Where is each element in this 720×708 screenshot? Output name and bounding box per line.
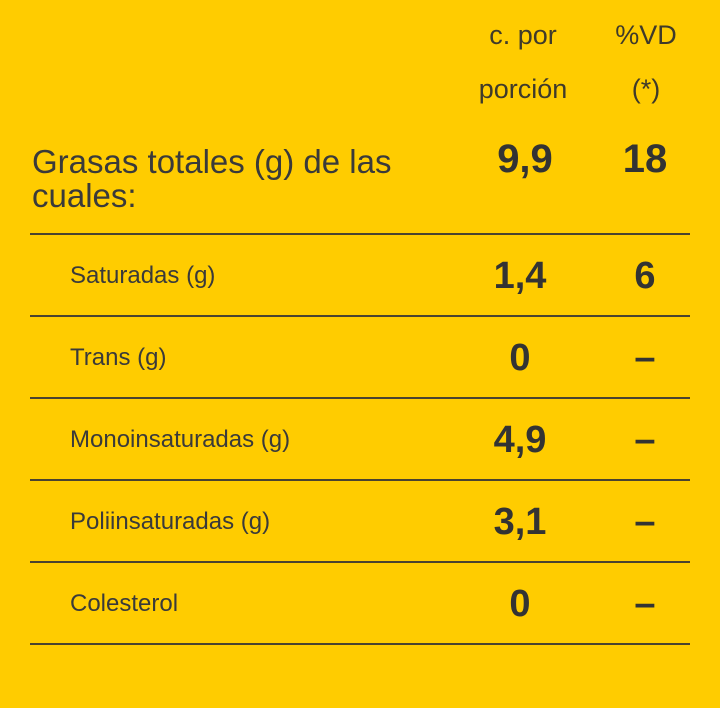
row-label: Colesterol [70,590,179,617]
row-value: 1,4 [493,255,547,297]
row-daily-value: – [634,583,656,625]
row-label: Trans (g) [70,344,167,371]
divider [30,479,690,481]
row-daily-value: – [634,501,656,543]
table-row: Colesterol 0 – [0,564,720,644]
table-row: Monoinsaturadas (g) 4,9 – [0,400,720,480]
row-label: Poliinsaturadas (g) [70,508,271,535]
total-fat-label-line2: cuales: [32,177,137,214]
table-row: Trans (g) 0 – [0,318,720,398]
divider [30,643,690,645]
total-fat-daily-value: 18 [622,137,668,181]
header-per-serving-line2: porción [478,74,568,104]
row-value: 4,9 [493,419,547,461]
row-daily-value: – [634,337,656,379]
row-value: 0 [509,583,531,625]
header-daily-value: %VD (*) [598,8,694,116]
row-value: 3,1 [493,501,547,543]
total-fat-value: 9,9 [497,137,553,181]
row-label: Saturadas (g) [70,262,216,289]
row-daily-value: 6 [634,255,656,297]
table-row: Saturadas (g) 1,4 6 [0,236,720,316]
header-per-serving-line1: c. por [489,20,557,50]
header-per-serving: c. por porción [462,8,584,116]
total-fat-label: Grasas totales (g) de las cuales: [32,145,392,213]
row-label: Monoinsaturadas (g) [70,426,291,453]
row-daily-value: – [634,419,656,461]
divider [30,233,690,235]
header-daily-value-line1: %VD [615,20,677,50]
divider [30,315,690,317]
total-fat-label-line1: Grasas totales (g) de las [32,143,392,180]
divider [30,561,690,563]
divider [30,397,690,399]
row-value: 0 [509,337,531,379]
table-row: Poliinsaturadas (g) 3,1 – [0,482,720,562]
header-daily-value-line2: (*) [631,74,661,104]
